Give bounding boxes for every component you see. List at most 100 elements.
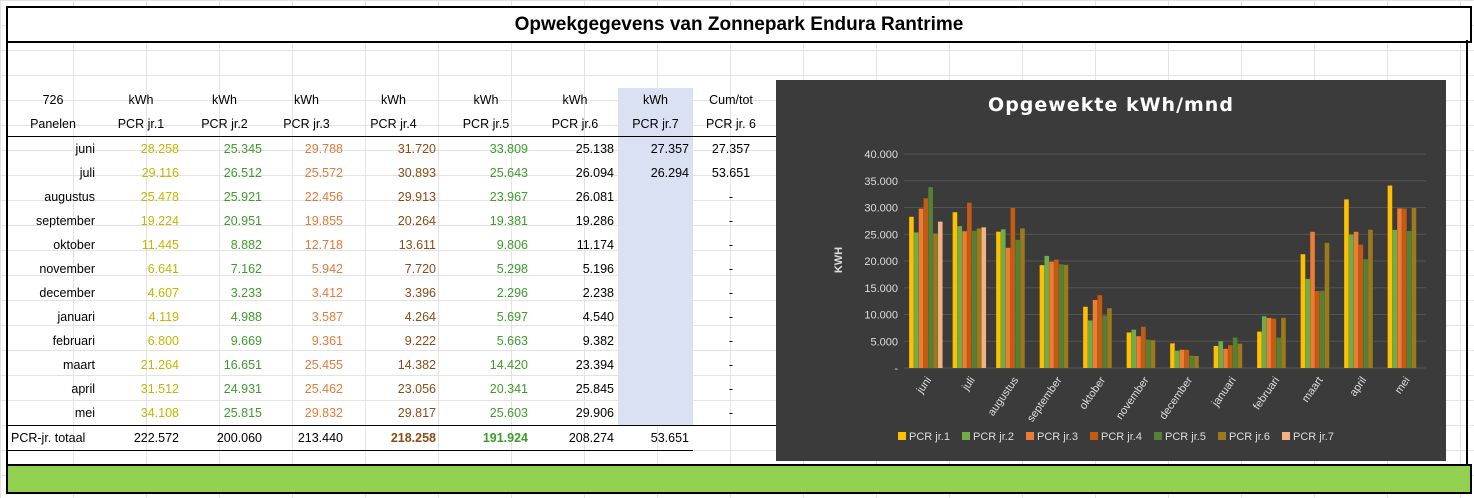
total-cell[interactable]: 53.651 [618,425,693,451]
kwh-chart[interactable]: Opgewekte kWh/mnd - 5.000 10.000 15.000 20.00… [776,80,1446,461]
value-cell[interactable]: 25.845 [575,382,614,396]
header-cell[interactable]: kWh [381,93,406,107]
value-cell[interactable]: 29.913 [397,190,436,204]
value-cell[interactable] [618,377,693,401]
value-cell[interactable]: 4.988 [230,310,262,324]
header-cell[interactable]: kWh [212,93,237,107]
month-cell[interactable]: januari [57,310,95,324]
value-cell[interactable]: 29.832 [266,401,347,426]
value-cell[interactable]: 29.817 [347,401,440,426]
value-cell[interactable]: 25.462 [304,382,343,396]
empty-cell[interactable] [693,426,769,451]
value-cell[interactable] [618,281,693,305]
header-cell[interactable]: PCR jr.4 [347,112,440,137]
month-cell[interactable]: november [39,262,95,276]
value-cell[interactable]: 14.382 [397,358,436,372]
value-cell[interactable] [618,401,693,426]
value-cell[interactable]: 23.056 [397,382,436,396]
value-cell[interactable]: 25.603 [440,401,532,426]
value-cell[interactable]: 8.882 [230,238,262,252]
total-cell[interactable]: 200.060 [183,425,266,451]
value-cell[interactable]: 5.196 [582,262,614,276]
header-cell[interactable]: kWh [618,88,693,112]
value-cell[interactable] [618,305,693,329]
value-cell[interactable]: 25.815 [183,401,266,426]
value-cell[interactable]: 4.540 [582,310,614,324]
month-cell[interactable]: juni [75,142,95,156]
value-cell[interactable]: - [728,238,734,252]
total-cell[interactable]: 208.274 [532,425,618,451]
value-cell[interactable]: 25.455 [304,358,343,372]
value-cell[interactable] [618,329,693,353]
total-cell[interactable]: 222.572 [99,425,183,451]
value-cell[interactable]: - [693,401,769,426]
header-cell[interactable]: Cum/tot [709,93,753,107]
month-cell[interactable]: februari [52,334,95,348]
value-cell[interactable]: 25.138 [575,142,614,156]
header-cell[interactable]: PCR jr. 6 [693,112,769,137]
value-cell[interactable]: - [728,286,734,300]
value-cell[interactable] [618,209,693,233]
header-cell[interactable]: kWh [473,93,499,107]
value-cell[interactable] [618,233,693,257]
value-cell[interactable]: 29.906 [532,401,618,426]
value-cell[interactable]: 3.412 [311,286,343,300]
header-cell[interactable]: kWh [128,93,154,107]
value-cell[interactable]: 25.921 [223,190,262,204]
value-cell[interactable]: 19.286 [575,214,614,228]
value-cell[interactable]: 9.669 [230,334,262,348]
value-cell[interactable]: 20.264 [397,214,436,228]
value-cell[interactable]: 27.357 [618,136,693,161]
value-cell[interactable]: 20.951 [223,214,262,228]
value-cell[interactable]: 31.512 [140,382,179,396]
value-cell[interactable]: 3.233 [230,286,262,300]
value-cell[interactable]: 4.264 [404,310,436,324]
value-cell[interactable]: 3.587 [311,310,343,324]
value-cell[interactable]: 9.382 [582,334,614,348]
value-cell[interactable]: - [728,334,734,348]
header-cell[interactable]: PCR jr.5 [440,112,532,137]
value-cell[interactable]: 29.116 [141,166,179,180]
value-cell[interactable]: - [728,358,734,372]
value-cell[interactable]: 9.222 [404,334,436,348]
value-cell[interactable] [618,257,693,281]
value-cell[interactable]: 20.341 [489,382,528,396]
value-cell[interactable]: - [728,214,734,228]
value-cell[interactable]: 5.697 [496,310,528,324]
header-cell[interactable]: PCR jr.6 [532,112,618,137]
value-cell[interactable]: 2.238 [582,286,614,300]
total-cell[interactable]: 218.258 [347,425,440,451]
header-cell[interactable]: PCR jr.7 [618,112,693,137]
value-cell[interactable]: 7.162 [230,262,262,276]
value-cell[interactable]: 9.806 [496,238,528,252]
value-cell[interactable]: 28.258 [140,142,179,156]
value-cell[interactable]: - [728,190,734,204]
header-cell[interactable]: kWh [294,93,319,107]
value-cell[interactable]: 26.294 [618,161,693,185]
value-cell[interactable]: 25.643 [489,166,528,180]
value-cell[interactable]: 30.893 [397,166,436,180]
value-cell[interactable]: 23.394 [575,358,614,372]
value-cell[interactable]: 7.720 [404,262,436,276]
value-cell[interactable]: 22.456 [304,190,343,204]
value-cell[interactable]: 11.445 [141,238,179,252]
value-cell[interactable]: 25.345 [223,142,262,156]
value-cell[interactable]: 31.720 [397,142,436,156]
value-cell[interactable]: 11.174 [576,238,614,252]
month-cell[interactable]: december [39,286,95,300]
value-cell[interactable]: 33.809 [489,142,528,156]
month-cell[interactable]: maart [63,358,95,372]
value-cell[interactable]: 25.478 [140,190,179,204]
value-cell[interactable]: 34.108 [99,401,183,426]
green-footer-bar[interactable] [6,464,1472,494]
value-cell[interactable]: 6.641 [147,262,179,276]
value-cell[interactable]: 5.942 [311,262,343,276]
value-cell[interactable]: 13.611 [398,238,436,252]
month-cell[interactable]: september [35,214,95,228]
value-cell[interactable]: 24.931 [223,382,262,396]
value-cell[interactable]: 5.663 [496,334,528,348]
header-cell[interactable]: PCR jr.2 [183,112,266,137]
value-cell[interactable]: - [728,310,734,324]
month-cell[interactable]: mei [7,401,99,426]
value-cell[interactable]: 26.512 [223,166,262,180]
